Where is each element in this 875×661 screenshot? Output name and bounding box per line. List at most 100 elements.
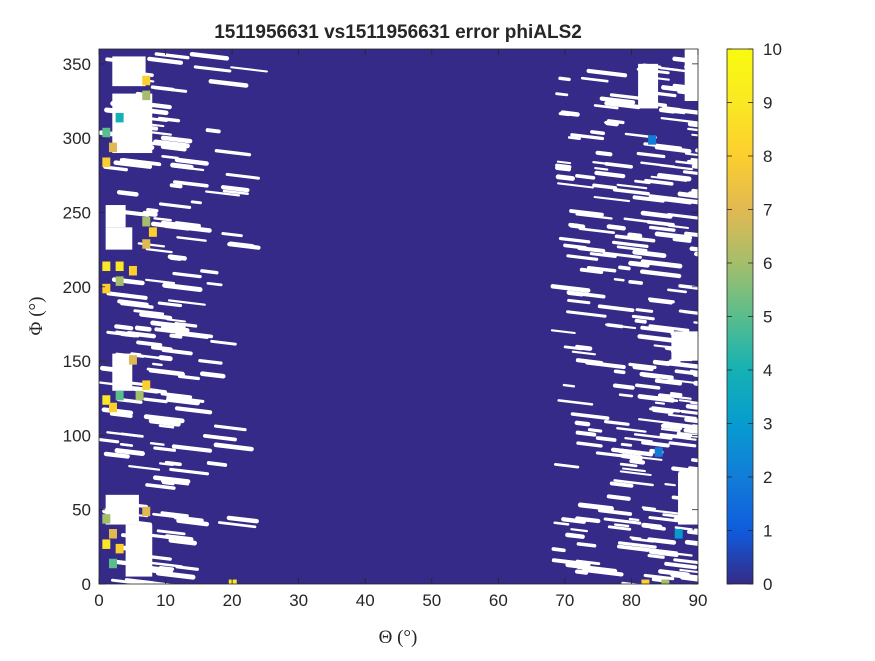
nan-regions: [105, 49, 698, 577]
nan-streak: [555, 174, 575, 181]
nan-streak: [648, 324, 690, 332]
nan-streak: [153, 86, 188, 93]
nan-streak: [622, 467, 646, 473]
nan-streak: [99, 438, 120, 444]
nan-streak: [122, 158, 161, 166]
nan-streak: [210, 339, 237, 346]
nan-streak: [146, 367, 185, 375]
nan-streak: [571, 350, 596, 356]
nan-streak: [575, 173, 596, 180]
nan-streak: [629, 458, 646, 465]
x-tick-label: 80: [622, 591, 641, 610]
nan-streak: [604, 120, 618, 126]
colorbar-tick-label: 5: [763, 308, 772, 327]
colorbar-tick-label: 8: [763, 147, 772, 166]
hotspot-cell: [228, 579, 237, 584]
nan-streak: [169, 467, 210, 476]
nan-streak: [157, 301, 183, 308]
nan-streak: [635, 308, 654, 313]
hotspot-cell: [142, 506, 151, 517]
nan-streak: [133, 309, 165, 316]
hotspot-cell: [128, 265, 137, 276]
nan-streak: [555, 163, 572, 169]
nan-streak: [670, 572, 698, 581]
nan-streak: [567, 298, 591, 305]
x-tick-label: 60: [489, 591, 508, 610]
nan-streak: [567, 136, 581, 140]
nan-streak: [222, 189, 249, 196]
nan-streak: [206, 281, 223, 287]
nan-streak: [619, 470, 652, 476]
nan-streak: [617, 541, 657, 549]
nan-streak: [605, 323, 637, 330]
nan-streak: [685, 404, 698, 410]
nan-region: [105, 205, 126, 228]
hotspot-cell: [661, 579, 670, 584]
nan-streak: [558, 236, 591, 244]
nan-streak: [160, 325, 190, 333]
nan-streak: [593, 195, 631, 203]
hotspot-cell: [115, 261, 124, 272]
nan-streak: [651, 406, 681, 413]
nan-streak: [639, 371, 674, 380]
nan-streak: [566, 310, 607, 318]
nan-streak: [606, 119, 625, 125]
nan-streak: [113, 160, 153, 169]
nan-streak: [638, 418, 670, 424]
nan-streak: [644, 178, 674, 186]
nan-streak: [597, 304, 635, 313]
nan-streak: [134, 325, 152, 332]
nan-streak: [586, 265, 617, 273]
nan-streak: [167, 299, 206, 306]
nan-streak: [684, 417, 698, 424]
nan-streak: [174, 157, 209, 166]
nan-streak: [632, 364, 654, 372]
hotspot-cell: [108, 529, 117, 539]
hotspot-cell: [142, 75, 151, 86]
nan-streak: [629, 536, 642, 540]
nan-streak: [116, 190, 139, 197]
nan-streak: [139, 312, 173, 321]
nan-streak: [576, 441, 603, 448]
nan-streak: [659, 432, 692, 440]
nan-streak: [110, 578, 145, 584]
nan-streak: [164, 534, 194, 542]
nan-streak: [599, 96, 636, 105]
nan-streak: [200, 269, 219, 275]
nan-streak: [602, 251, 642, 259]
nan-streak: [169, 183, 183, 189]
nan-streak: [169, 333, 183, 339]
nan-streak: [595, 451, 630, 459]
nan-streak: [557, 182, 594, 189]
nan-streak: [134, 386, 167, 394]
y-axis: 0 50 100 150 200 250 300 350: [63, 55, 698, 594]
nan-streak: [641, 522, 663, 530]
nan-streak: [674, 369, 698, 376]
nan-streak: [161, 348, 193, 356]
nan-streak: [171, 165, 205, 172]
nan-streak: [687, 127, 698, 132]
nan-streak: [550, 284, 591, 293]
nan-streak: [624, 437, 653, 443]
nan-streak: [557, 399, 594, 406]
nan-streak: [691, 458, 698, 463]
x-tick-label: 40: [356, 591, 375, 610]
nan-streak: [668, 196, 698, 205]
x-axis: 0 10 20 30 40 50 60 70 80 90: [94, 49, 707, 610]
nan-streak: [628, 280, 643, 285]
nan-streak: [158, 202, 192, 209]
nan-streak: [576, 564, 618, 574]
nan-streak: [654, 378, 683, 386]
nan-streak: [628, 517, 640, 522]
hotspot-cell: [142, 216, 151, 227]
nan-streak: [654, 401, 666, 405]
nan-streak: [576, 542, 597, 548]
nan-streak: [220, 185, 250, 193]
nan-streak: [161, 155, 179, 160]
nan-streak: [679, 410, 693, 414]
nan-streak: [689, 246, 698, 252]
nan-streak: [161, 479, 190, 486]
nan-streak: [143, 414, 185, 424]
nan-streak: [189, 51, 230, 61]
nan-streak: [586, 68, 628, 78]
